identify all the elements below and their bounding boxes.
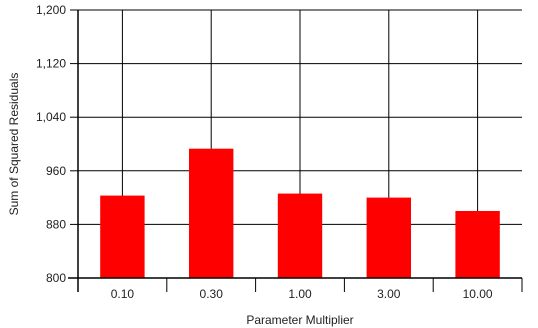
y-axis-title: Sum of Squared Residuals [7, 73, 21, 216]
x-tick-label: 3.00 [377, 287, 401, 301]
axes [68, 9, 523, 292]
bar [100, 195, 145, 278]
bars [100, 148, 500, 278]
y-tick-label: 960 [46, 164, 66, 178]
bar [366, 197, 411, 278]
x-tick-label: 0.10 [111, 287, 135, 301]
y-tick-label: 1,120 [36, 57, 66, 71]
y-tick-label: 1,200 [36, 3, 66, 17]
x-tick-label: 0.30 [200, 287, 224, 301]
y-tick-label: 800 [46, 271, 66, 285]
x-axis-title: Parameter Multiplier [246, 313, 353, 327]
bar [455, 211, 500, 278]
y-tick-label: 880 [46, 217, 66, 231]
x-tick-label: 1.00 [288, 287, 312, 301]
y-tick-label: 1,040 [36, 110, 66, 124]
tick-labels: 800 880 960 1,040 1,120 1,200 0.10 0.30 1.00 3.00… [36, 3, 493, 301]
bar [277, 193, 323, 278]
x-tick-label: 10.00 [463, 287, 493, 301]
bar [189, 148, 234, 278]
